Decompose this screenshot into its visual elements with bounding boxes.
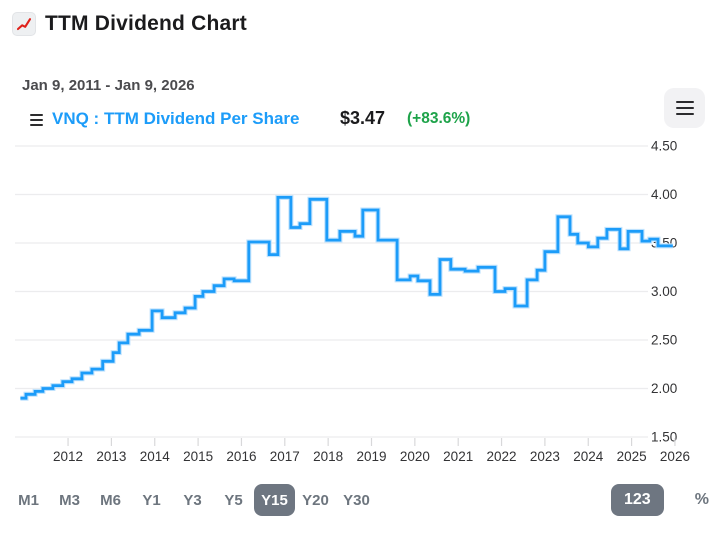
format-button-123[interactable]: 123: [611, 484, 664, 516]
x-tick-label: 2014: [140, 449, 171, 464]
series-line-halo: [20, 194, 673, 401]
y-tick-label: 2.50: [651, 333, 677, 348]
date-range-label: Jan 9, 2011 - Jan 9, 2026: [22, 77, 195, 94]
hamburger-icon: [675, 100, 694, 104]
x-tick-label: 2020: [400, 449, 430, 464]
x-tick-label: 2025: [617, 449, 647, 464]
page-header: TTM Dividend Chart: [12, 12, 247, 36]
series-change-badge: (+83.6%): [407, 110, 471, 127]
y-tick-label: 4.00: [651, 187, 677, 202]
range-button-y30[interactable]: Y30: [336, 484, 377, 516]
y-tick-label: 3.00: [651, 284, 677, 299]
chart-toolbar: M1 M3 M6 Y1 Y3 Y5 Y15 Y20 Y30 123%: [0, 484, 720, 518]
range-button-m1[interactable]: M1: [8, 484, 49, 516]
range-button-y5[interactable]: Y5: [213, 484, 254, 516]
x-tick-label: 2023: [530, 449, 560, 464]
chart-menu-button[interactable]: [664, 88, 705, 128]
range-button-y20[interactable]: Y20: [295, 484, 336, 516]
x-tick-label: 2019: [356, 449, 386, 464]
x-tick-label: 2022: [487, 449, 517, 464]
range-button-m3[interactable]: M3: [49, 484, 90, 516]
chart-increasing-icon: [12, 12, 36, 36]
x-tick-label: 2013: [96, 449, 126, 464]
page-title: TTM Dividend Chart: [45, 12, 247, 35]
range-button-y3[interactable]: Y3: [172, 484, 213, 516]
format-buttons: 123%: [611, 484, 720, 516]
legend-row[interactable]: VNQ : TTM Dividend Per Share $3.47 (+83.…: [0, 108, 720, 134]
x-tick-label: 2012: [53, 449, 83, 464]
x-tick-label: 2016: [226, 449, 256, 464]
range-button-y1[interactable]: Y1: [131, 484, 172, 516]
x-tick-label: 2026: [660, 449, 690, 464]
range-buttons: M1 M3 M6 Y1 Y3 Y5 Y15 Y20 Y30: [8, 484, 377, 516]
dividend-series-line[interactable]: [20, 196, 673, 400]
y-tick-label: 2.00: [651, 381, 677, 396]
x-tick-label: 2017: [270, 449, 300, 464]
range-button-m6[interactable]: M6: [90, 484, 131, 516]
range-button-y15[interactable]: Y15: [254, 484, 295, 516]
x-tick-label: 2021: [443, 449, 473, 464]
y-tick-label: 4.50: [651, 139, 677, 154]
x-tick-label: 2015: [183, 449, 213, 464]
series-value: $3.47: [340, 108, 386, 128]
y-tick-label: 1.50: [651, 430, 677, 445]
x-tick-label: 2018: [313, 449, 343, 464]
format-button-percent[interactable]: %: [682, 484, 720, 516]
legend-drag-handle-icon[interactable]: [30, 114, 43, 126]
series-name: VNQ : TTM Dividend Per Share: [52, 109, 300, 128]
x-tick-label: 2024: [573, 449, 604, 464]
